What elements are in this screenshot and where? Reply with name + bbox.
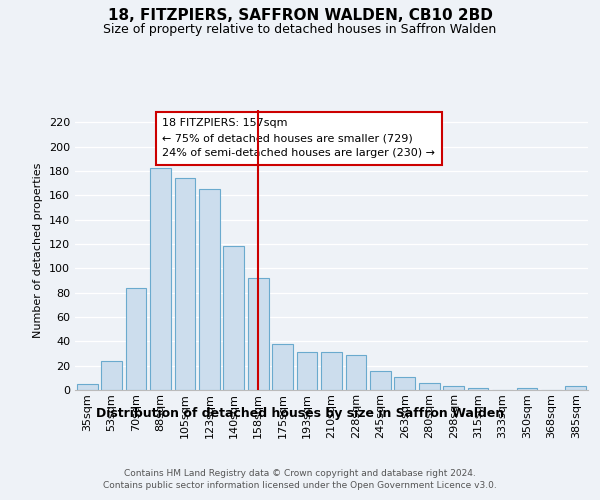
Bar [199,189,220,390]
Bar [101,361,122,390]
Bar [346,354,367,390]
Bar [175,178,196,390]
Bar [248,278,269,390]
Text: Distribution of detached houses by size in Saffron Walden: Distribution of detached houses by size … [96,408,504,420]
Text: Contains public sector information licensed under the Open Government Licence v3: Contains public sector information licen… [103,481,497,490]
Bar [296,352,317,390]
Bar [150,168,171,390]
Bar [467,388,488,390]
Bar [517,388,538,390]
Y-axis label: Number of detached properties: Number of detached properties [34,162,43,338]
Bar [321,352,342,390]
Bar [443,386,464,390]
Bar [370,370,391,390]
Text: 18 FITZPIERS: 157sqm
← 75% of detached houses are smaller (729)
24% of semi-deta: 18 FITZPIERS: 157sqm ← 75% of detached h… [162,118,435,158]
Bar [223,246,244,390]
Bar [394,376,415,390]
Text: Size of property relative to detached houses in Saffron Walden: Size of property relative to detached ho… [103,22,497,36]
Bar [565,386,586,390]
Text: Contains HM Land Registry data © Crown copyright and database right 2024.: Contains HM Land Registry data © Crown c… [124,469,476,478]
Bar [77,384,98,390]
Bar [419,382,440,390]
Bar [272,344,293,390]
Bar [125,288,146,390]
Text: 18, FITZPIERS, SAFFRON WALDEN, CB10 2BD: 18, FITZPIERS, SAFFRON WALDEN, CB10 2BD [107,8,493,22]
